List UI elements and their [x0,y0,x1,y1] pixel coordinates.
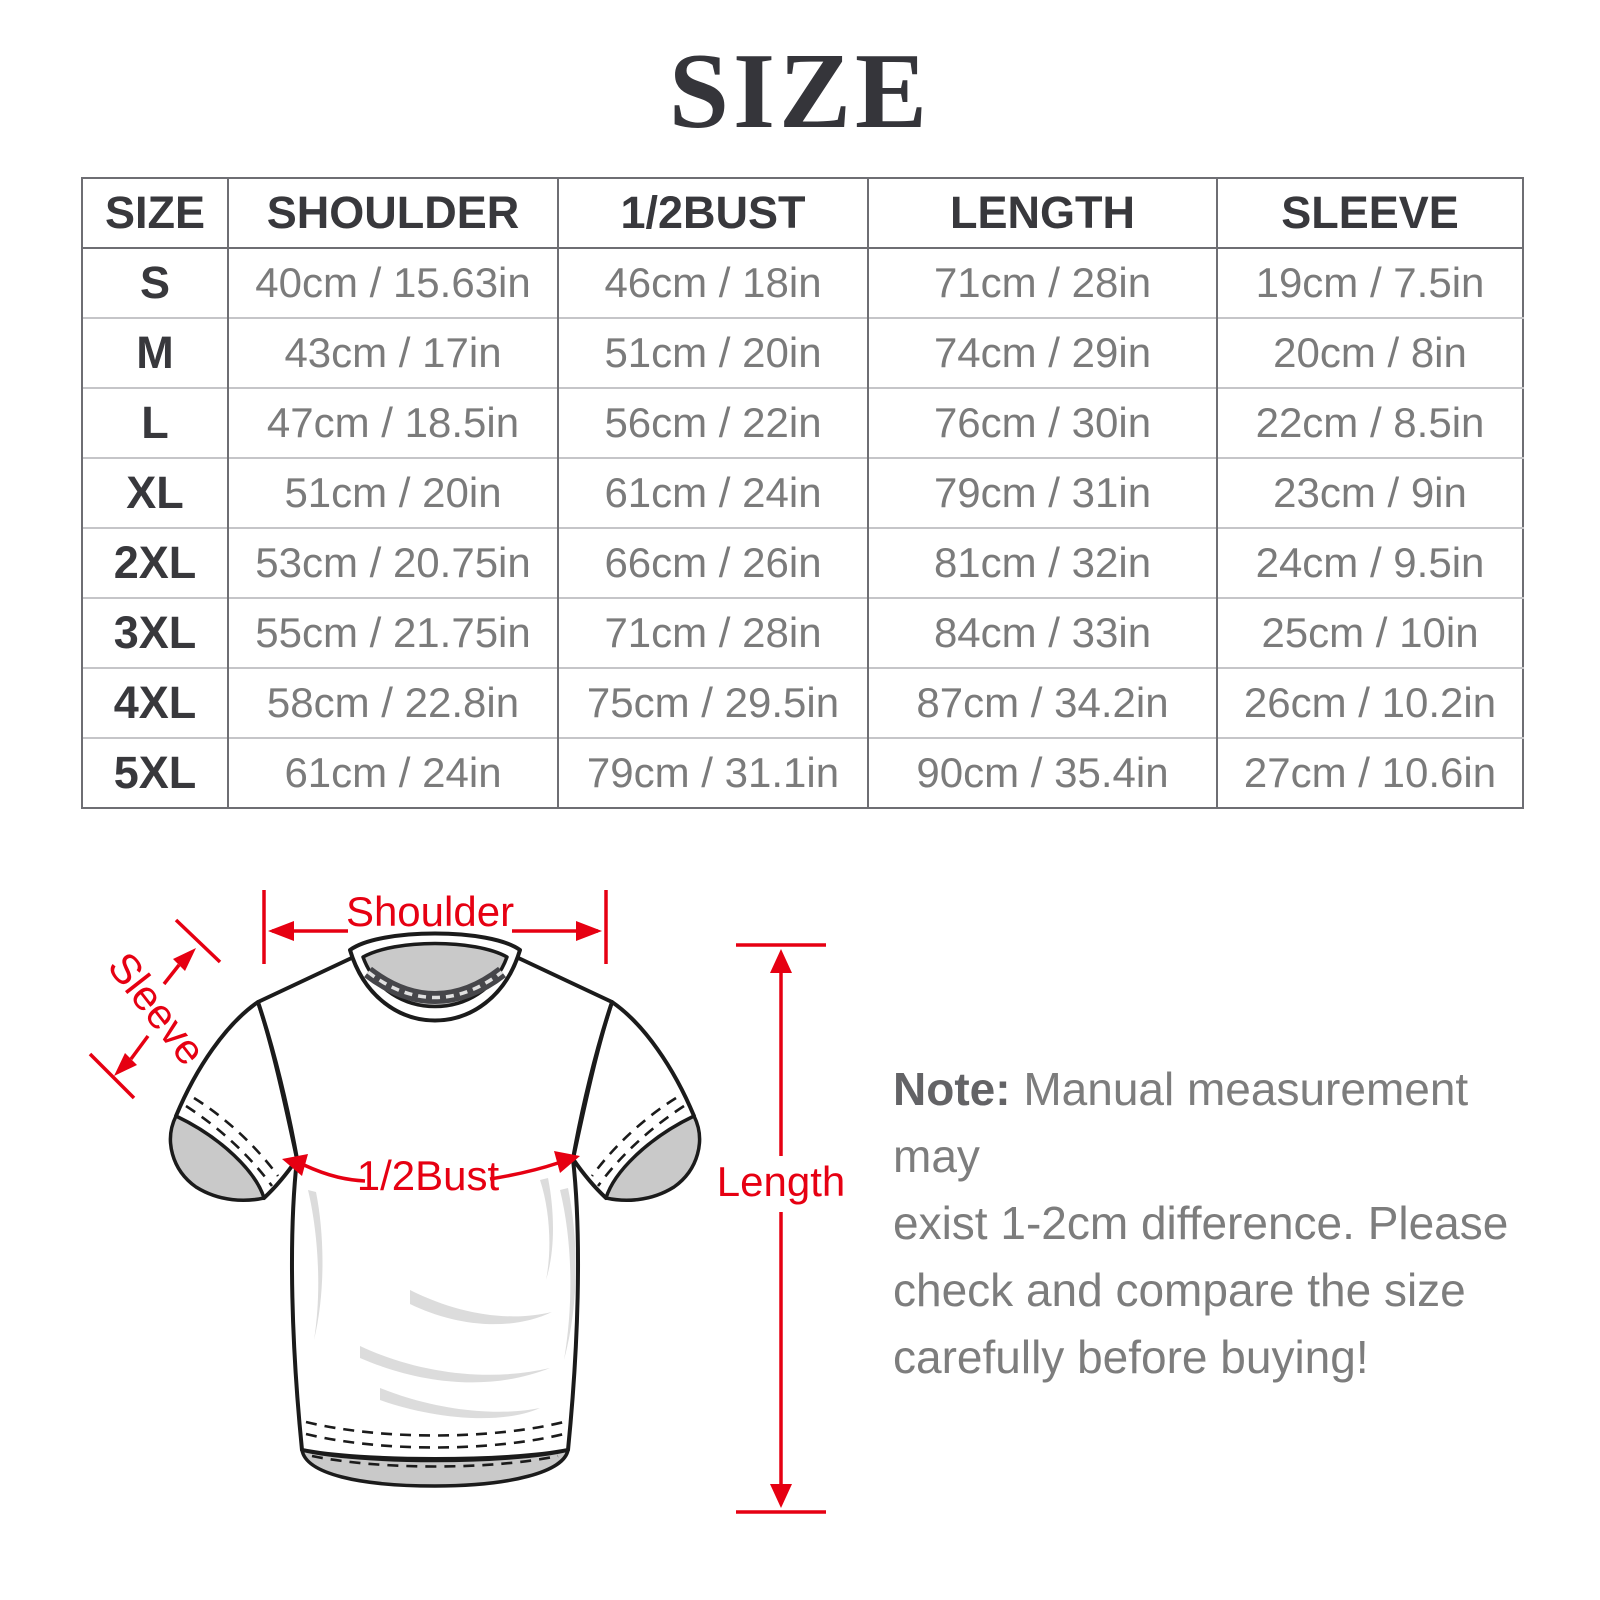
note-text: Note: Manual measurement may exist 1-2cm… [893,1056,1513,1391]
measurement-cell: 74cm / 29in [867,317,1217,388]
measurement-cell: 25cm / 10in [1216,597,1523,668]
size-label-cell: 5XL [81,737,228,808]
measurement-cell: 27cm / 10.6in [1216,737,1523,808]
size-label-cell: M [81,317,228,388]
measurement-cell: 40cm / 15.63in [227,248,558,318]
tshirt-body [256,953,614,1488]
tshirt-right-sleeve [571,1000,702,1203]
column-header-length: LENGTH [867,178,1217,249]
measurement-cell: 61cm / 24in [557,457,868,528]
bust-label: 1/2Bust [357,1152,500,1199]
measurement-cell: 79cm / 31.1in [557,737,868,808]
table-row: 5XL 61cm / 24in 79cm / 31.1in 90cm / 35.4in… [81,737,1523,808]
note-line: exist 1-2cm difference. Please [893,1197,1509,1249]
measurement-cell: 84cm / 33in [867,597,1217,668]
page-title: SIZE [668,32,932,151]
shoulder-measure-arrow: Shoulder [262,888,608,964]
measurement-cell: 55cm / 21.75in [227,597,558,668]
table-row: S 40cm / 15.63in 46cm / 18in 71cm / 28in 19c… [81,248,1523,318]
measurement-cell: 58cm / 22.8in [227,667,558,738]
measurement-cell: 56cm / 22in [557,387,868,458]
size-label-cell: 2XL [81,527,228,598]
table-row: 2XL 53cm / 20.75in 66cm / 26in 81cm / 32in 2… [81,527,1523,598]
column-header-sleeve: SLEEVE [1216,178,1523,249]
measurement-cell: 90cm / 35.4in [867,737,1217,808]
size-label-cell: S [81,248,228,318]
measurement-cell: 26cm / 10.2in [1216,667,1523,738]
size-label-cell: XL [81,457,228,528]
tshirt-collar [348,931,522,1023]
note-label: Note: [893,1063,1011,1115]
size-label-cell: 3XL [81,597,228,668]
hem-band [300,1448,570,1488]
table-body: S 40cm / 15.63in 46cm / 18in 71cm / 28in 19c… [81,248,1523,808]
note-line-text: Manual measurement may [893,1063,1469,1182]
measurement-cell: 76cm / 30in [867,387,1217,458]
table-row: 3XL 55cm / 21.75in 71cm / 28in 84cm / 33in 2… [81,597,1523,668]
measurement-cell: 47cm / 18.5in [227,387,558,458]
shoulder-label: Shoulder [346,888,514,935]
length-measure-arrow: Length [717,943,845,1514]
table-header-row: SIZE SHOULDER 1/2BUST LENGTH SLEEVE [81,178,1523,249]
table-row: L 47cm / 18.5in 56cm / 22in 76cm / 30in 22cm… [81,387,1523,458]
sleeve-label: Sleeve [99,943,215,1073]
table-row: XL 51cm / 20in 61cm / 24in 79cm / 31in 23cm … [81,457,1523,528]
measurement-cell: 22cm / 8.5in [1216,387,1523,458]
measurement-cell: 79cm / 31in [867,457,1217,528]
note-line: Note: Manual measurement may [893,1056,1513,1190]
measurement-cell: 66cm / 26in [557,527,868,598]
column-header-shoulder: SHOULDER [227,178,558,249]
measurement-cell: 19cm / 7.5in [1216,248,1523,318]
column-header-1-2bust: 1/2BUST [557,178,868,249]
measurement-cell: 81cm / 32in [867,527,1217,598]
measurement-cell: 43cm / 17in [227,317,558,388]
measurement-cell: 51cm / 20in [557,317,868,388]
size-table: SIZE SHOULDER 1/2BUST LENGTH SLEEVE S 40cm / … [81,177,1524,809]
size-label-cell: L [81,387,228,458]
table-row: M 43cm / 17in 51cm / 20in 74cm / 29in 20cm /… [81,317,1523,388]
measurement-cell: 53cm / 20.75in [227,527,558,598]
tshirt-left-sleeve [168,1000,299,1203]
note-line: check and compare the size [893,1264,1466,1316]
measurement-cell: 71cm / 28in [557,597,868,668]
right-cuff-opening [604,1114,702,1203]
measurement-cell: 23cm / 9in [1216,457,1523,528]
measurement-cell: 46cm / 18in [557,248,868,318]
table-row: 4XL 58cm / 22.8in 75cm / 29.5in 87cm / 34.2… [81,667,1523,738]
measurement-cell: 75cm / 29.5in [557,667,868,738]
measurement-cell: 61cm / 24in [227,737,558,808]
bust-measure-arrow: 1/2Bust [282,1151,580,1199]
size-label-cell: 4XL [81,667,228,738]
tshirt-measurement-diagram: Shoulder Sleeve 1/2Bust Length [88,888,845,1514]
length-label: Length [717,1158,845,1205]
left-cuff-opening [168,1114,266,1203]
measurement-cell: 51cm / 20in [227,457,558,528]
column-header-size: SIZE [81,178,228,249]
measurement-cell: 24cm / 9.5in [1216,527,1523,598]
note-line: carefully before buying! [893,1331,1369,1383]
measurement-cell: 87cm / 34.2in [867,667,1217,738]
measurement-cell: 71cm / 28in [867,248,1217,318]
measurement-cell: 20cm / 8in [1216,317,1523,388]
